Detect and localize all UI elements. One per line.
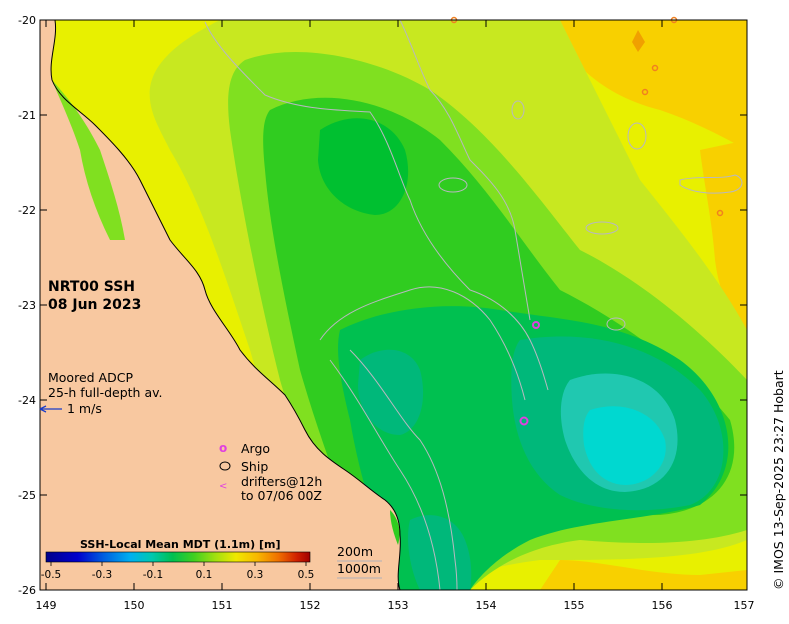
argo-symbol-icon: o xyxy=(219,441,227,455)
lat-tick-labels: -20 -21 -22 -23 -24 -25 -26 xyxy=(18,14,36,597)
lon-label: 153 xyxy=(388,599,409,612)
lon-label: 151 xyxy=(212,599,233,612)
credit-text: © IMOS 13-Sep-2025 23:27 Hobart xyxy=(771,370,786,590)
drifter-symbol-icon: < xyxy=(219,481,227,492)
ssh-orange-ne xyxy=(560,20,747,150)
ship-symbol-icon xyxy=(219,461,231,471)
land-mainland xyxy=(40,20,401,590)
reef-contour-5 xyxy=(438,177,468,193)
coastline xyxy=(40,20,401,590)
ssh-orange-e xyxy=(700,140,747,340)
lat-label: -20 xyxy=(18,14,36,27)
drifter-marker-3 xyxy=(641,88,649,96)
land-inlet-south xyxy=(390,510,400,545)
drifter-marker-2 xyxy=(716,209,724,217)
drifter-legend-line1: drifters@12h xyxy=(241,474,322,489)
reef-contour-4 xyxy=(606,317,626,331)
adcp-scale-arrow-icon xyxy=(39,405,62,413)
tick-marks xyxy=(40,19,748,591)
argo-float-2 xyxy=(519,416,529,426)
lon-label: 152 xyxy=(300,599,321,612)
lat-label: -23 xyxy=(18,299,36,312)
map-title-line2: 08 Jun 2023 xyxy=(48,297,141,313)
ship-legend-label: Ship xyxy=(241,459,268,474)
adcp-label-line1: Moored ADCP xyxy=(48,370,133,385)
lon-label: 154 xyxy=(476,599,497,612)
argo-legend-label: Argo xyxy=(241,441,270,456)
ssh-field xyxy=(40,20,747,590)
ssh-teal-south xyxy=(408,515,472,590)
lat-label: -22 xyxy=(18,204,36,217)
land-inlet-shoalwater xyxy=(52,80,125,240)
reef-contour-6 xyxy=(679,174,743,194)
lon-tick-labels: 149 150 151 152 153 154 155 156 157 xyxy=(36,599,755,612)
bathymetry-1000m-label: 1000m xyxy=(337,561,381,576)
ssh-orange-s xyxy=(540,560,747,590)
colorbar-tick: 0.3 xyxy=(247,569,264,581)
contour-200m-south xyxy=(329,359,441,590)
contour-200m-north xyxy=(204,21,549,391)
colorbar-ticks xyxy=(50,562,307,566)
ssh-cyan-core xyxy=(583,406,666,485)
colorbar-tick: -0.3 xyxy=(92,569,113,581)
colorbar-tick-labels: -0.5 -0.3 -0.1 0.1 0.3 0.5 xyxy=(41,569,315,581)
adcp-label-line2: 25-h full-depth av. xyxy=(48,385,163,400)
contour-1000m-south xyxy=(349,349,458,590)
bathymetry-200m-label: 200m xyxy=(337,544,373,559)
contour-1000m-north xyxy=(399,20,531,321)
lat-label: -21 xyxy=(18,109,36,122)
lon-label: 150 xyxy=(124,599,145,612)
colorbar-tick: -0.5 xyxy=(41,569,62,581)
drifter-legend-line2: to 07/06 00Z xyxy=(241,488,322,503)
lat-label: -24 xyxy=(18,394,36,407)
colorbar-tick: -0.1 xyxy=(143,569,164,581)
lon-label: 149 xyxy=(36,599,57,612)
colorbar-tick: 0.5 xyxy=(298,569,315,581)
reef-contour-2 xyxy=(511,100,525,120)
orange-patch xyxy=(632,30,645,52)
ssh-green-eddy-north xyxy=(318,118,409,215)
reef-contour-3 xyxy=(585,221,619,235)
drifter-marker-1 xyxy=(651,64,659,72)
bathymetry-contours xyxy=(204,20,743,590)
colorbar-tick: 0.1 xyxy=(196,569,213,581)
colorbar-title: SSH-Local Mean MDT (1.1m) [m] xyxy=(80,538,280,551)
lon-label: 155 xyxy=(564,599,585,612)
ssh-teal-west xyxy=(358,349,424,435)
argo-float-1 xyxy=(532,321,540,329)
lon-label: 156 xyxy=(652,599,673,612)
contour-shelf-break xyxy=(319,286,526,401)
adcp-scale-label: 1 m/s xyxy=(67,401,102,416)
map-title-line1: NRT00 SSH xyxy=(48,279,135,295)
lat-label: -25 xyxy=(18,489,36,502)
colorbar xyxy=(45,551,311,563)
lon-label: 157 xyxy=(734,599,755,612)
lat-label: -26 xyxy=(18,584,36,597)
reef-contour-1 xyxy=(627,122,647,150)
